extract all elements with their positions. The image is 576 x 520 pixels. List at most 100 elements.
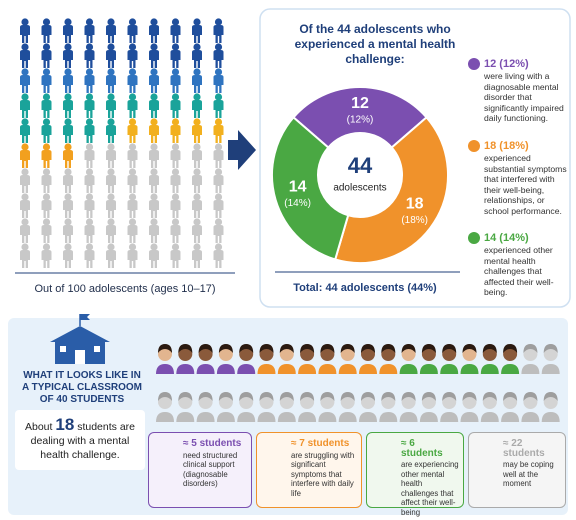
student-icon: [503, 395, 518, 409]
student-icon: [318, 412, 337, 422]
student-icon: [279, 395, 294, 409]
person-icon: [21, 168, 29, 176]
person-icon: [64, 18, 72, 26]
legend-item: 14 (14%) experienced other mental health …: [484, 232, 568, 298]
student-icon: [298, 412, 317, 422]
person-icon: [171, 118, 180, 126]
person-icon: [193, 168, 201, 176]
student-icon: [523, 395, 538, 409]
person-icon: [64, 43, 72, 51]
person-icon: [85, 243, 94, 251]
person-icon: [84, 150, 95, 168]
person-icon: [192, 150, 202, 168]
student-icon: [462, 395, 477, 409]
student-icon: [440, 412, 459, 422]
person-icon: [128, 68, 137, 76]
legend-dot: [468, 232, 480, 244]
student-icon: [300, 395, 315, 409]
person-icon: [20, 25, 30, 43]
person-icon: [150, 218, 158, 226]
student-icon: [460, 412, 479, 422]
person-icon: [213, 250, 224, 268]
legend-label: 18 (18%): [484, 140, 529, 152]
student-icon: [218, 347, 233, 361]
person-icon: [62, 175, 73, 193]
student-icon: [419, 412, 438, 422]
person-icon: [150, 93, 158, 101]
slice-percent: (12%): [347, 115, 374, 126]
person-icon: [170, 50, 181, 68]
student-icon: [379, 412, 398, 422]
student-icon: [198, 347, 213, 361]
card-count: ≈ 22 students: [503, 438, 545, 459]
person-icon: [149, 125, 159, 143]
person-icon: [42, 18, 51, 26]
student-icon: [480, 412, 499, 422]
person-icon: [193, 18, 201, 26]
person-icon: [128, 93, 137, 101]
student-icon: [178, 347, 193, 361]
person-icon: [62, 50, 73, 68]
person-icon: [214, 168, 223, 176]
person-icon: [171, 243, 180, 251]
about: About: [24, 421, 53, 433]
person-icon: [107, 243, 115, 251]
person-icon: [64, 118, 72, 126]
student-icon: [523, 392, 538, 401]
student-icon: [503, 347, 518, 361]
student-icon: [401, 395, 416, 409]
person-icon: [84, 250, 95, 268]
person-icon: [192, 200, 202, 218]
person-icon: [84, 125, 95, 143]
student-icon: [338, 364, 357, 374]
student-icon: [340, 344, 355, 353]
person-icon: [128, 193, 137, 201]
person-icon: [62, 125, 73, 143]
person-icon: [170, 25, 181, 43]
student-icon: [421, 347, 436, 361]
person-icon: [193, 243, 201, 251]
person-icon: [21, 243, 29, 251]
person-icon: [214, 93, 223, 101]
student-icon: [239, 344, 254, 353]
card: ≈ 7 students are struggling with signific…: [256, 432, 362, 508]
student-icon: [259, 347, 274, 361]
person-icon: [213, 225, 224, 243]
person-icon: [42, 43, 51, 51]
person-icon: [42, 168, 51, 176]
person-icon: [150, 68, 158, 76]
student-icon: [196, 412, 215, 422]
student-icon: [361, 344, 375, 353]
person-icon: [64, 143, 72, 151]
slice-percent: (14%): [284, 198, 311, 209]
person-icon: [192, 225, 202, 243]
legend-dot: [468, 58, 480, 70]
person-icon: [127, 200, 138, 218]
person-icon: [105, 75, 116, 93]
person-icon: [149, 175, 159, 193]
student-icon: [442, 347, 457, 361]
student-icon: [442, 395, 457, 409]
card-text: may be coping well at the moment: [503, 460, 554, 488]
person-icon: [21, 18, 29, 26]
student-icon: [340, 395, 355, 409]
person-icon: [149, 25, 159, 43]
person-icon: [193, 68, 201, 76]
slice-value: 14: [289, 179, 307, 196]
student-icon: [320, 347, 335, 361]
person-icon: [214, 18, 223, 26]
student-icon: [482, 347, 497, 361]
person-icon: [64, 193, 72, 201]
person-icon: [41, 25, 52, 43]
person-icon: [21, 218, 29, 226]
student-icon: [381, 347, 396, 361]
student-icon: [379, 364, 398, 374]
person-icon: [107, 43, 115, 51]
student-icon: [156, 412, 174, 422]
person-icon: [192, 175, 202, 193]
person-icon: [107, 118, 115, 126]
legend-item: 12 (12%) were living with a diagnosable m…: [484, 58, 568, 124]
person-icon: [20, 100, 30, 118]
person-icon: [214, 193, 223, 201]
person-icon: [85, 143, 94, 151]
